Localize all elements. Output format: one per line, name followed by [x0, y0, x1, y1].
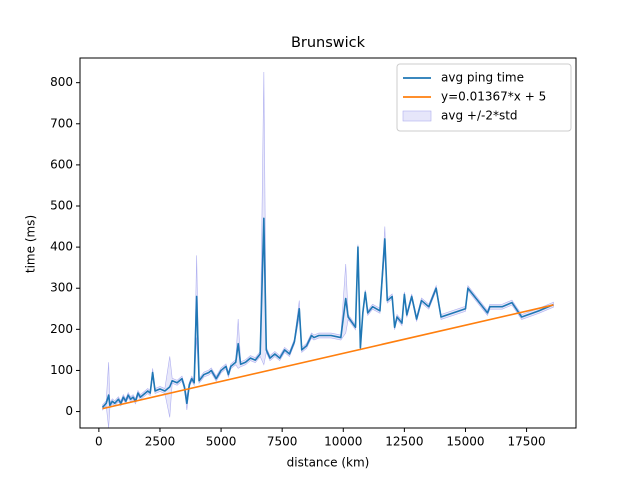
series-line	[102, 304, 554, 410]
y-tick-label: 600	[50, 157, 73, 171]
series-line	[101, 217, 554, 408]
y-tick-label: 100	[50, 363, 73, 377]
legend: avg ping time y=0.01367*x + 5 avg +/-2*std	[396, 63, 572, 132]
chart-title: Brunswick	[291, 35, 366, 51]
y-tick-label: 400	[50, 240, 73, 254]
y-tick-label: 300	[50, 281, 73, 295]
legend-label: avg ping time	[441, 71, 524, 85]
plot-area	[101, 71, 554, 429]
legend-label: y=0.01367*x + 5	[441, 90, 546, 104]
x-tick-label: 2500	[145, 435, 176, 449]
y-tick-label: 0	[65, 404, 73, 418]
legend-box	[396, 63, 572, 132]
x-tick-label: 10000	[324, 435, 362, 449]
x-tick-label: 5000	[206, 435, 237, 449]
y-tick-label: 200	[50, 322, 73, 336]
y-tick-label: 700	[50, 116, 73, 130]
x-tick-label: 15000	[446, 435, 484, 449]
x-axis-label: distance (km)	[287, 456, 370, 470]
legend-swatch	[402, 110, 432, 122]
x-tick-label: 17500	[507, 435, 545, 449]
x-tick-label: 7500	[267, 435, 298, 449]
y-tick-label: 500	[50, 199, 73, 213]
y-tick-label: 800	[50, 75, 73, 89]
axes-frame	[79, 57, 577, 429]
y-axis-label: time (ms)	[24, 215, 38, 273]
legend-label: avg +/-2*std	[441, 109, 518, 123]
x-tick-label: 0	[95, 435, 103, 449]
x-tick-label: 12500	[385, 435, 423, 449]
